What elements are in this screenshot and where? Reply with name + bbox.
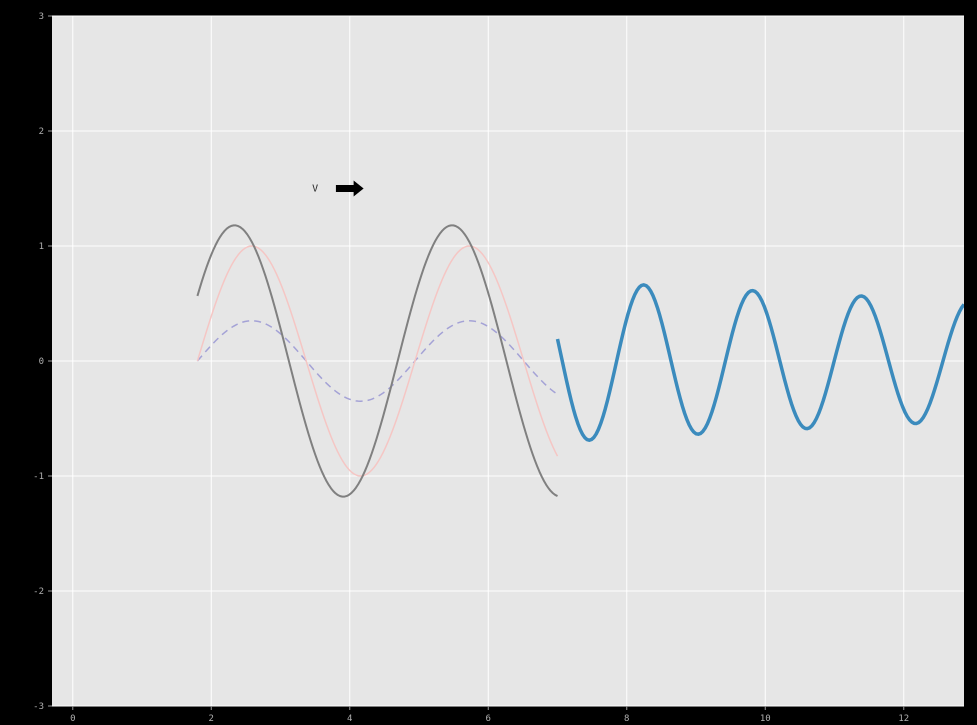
y-tick-label: 1 [39,242,44,252]
x-tick-label: 8 [624,714,629,724]
x-tick-label: 12 [898,714,909,724]
x-tick-label: 0 [70,714,75,724]
chart-svg: V024681012-3-2-10123 [0,0,977,725]
y-tick-label: 2 [39,127,44,137]
y-tick-label: 0 [39,357,44,367]
y-tick-label: -2 [33,587,44,597]
y-tick-label: 3 [39,12,44,22]
x-tick-label: 2 [209,714,214,724]
x-tick-label: 6 [486,714,491,724]
annotation-label: V [312,184,318,195]
x-tick-label: 10 [760,714,771,724]
y-tick-label: -1 [33,472,44,482]
chart-container: V024681012-3-2-10123 [0,0,977,725]
x-tick-label: 4 [347,714,352,724]
y-tick-label: -3 [33,702,44,712]
